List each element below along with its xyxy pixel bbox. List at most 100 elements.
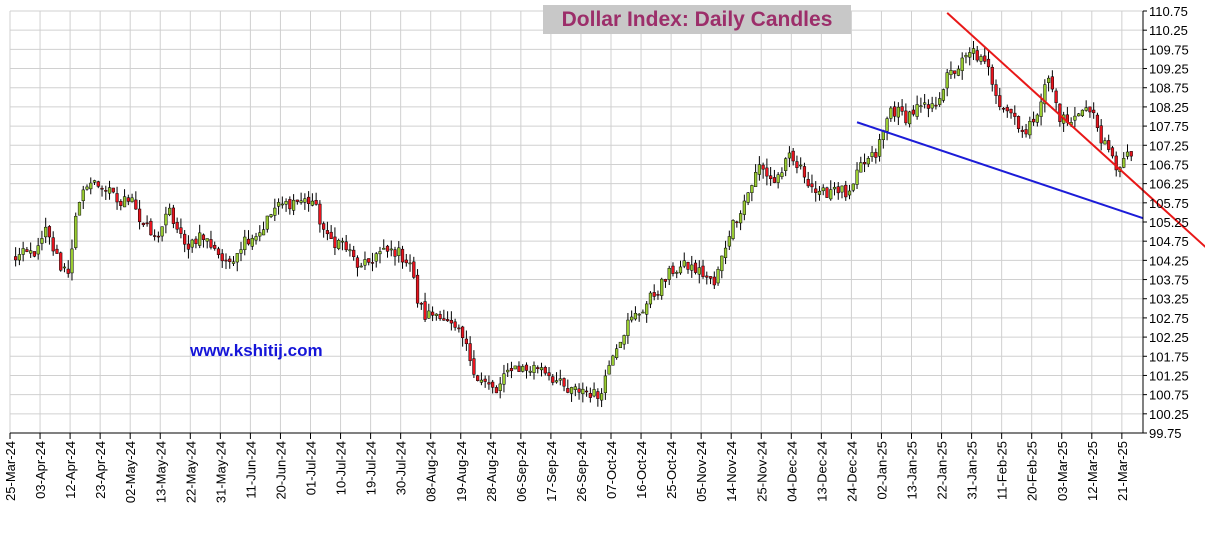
candle-down <box>370 262 375 264</box>
candle-up <box>479 379 484 383</box>
candle-down <box>765 167 769 177</box>
y-tick-label: 102.75 <box>1149 311 1189 326</box>
candle-up <box>92 180 97 183</box>
candle-down <box>220 253 224 262</box>
candle-up <box>573 386 577 390</box>
candle-down <box>844 184 848 198</box>
candle-up <box>678 266 683 274</box>
candle-up <box>554 380 559 383</box>
candle-up <box>754 172 758 187</box>
candle-down <box>892 106 897 117</box>
candle-up <box>74 215 78 248</box>
candle-down <box>562 378 566 387</box>
candle-down <box>551 376 555 383</box>
candle-down <box>141 222 145 226</box>
candle-up <box>506 369 510 373</box>
candle-down <box>32 251 37 257</box>
x-tick-label: 25-Mar-24 <box>3 441 18 501</box>
candle-up <box>968 52 972 58</box>
candle-down <box>472 358 476 375</box>
x-axis-tick-labels: 25-Mar-24 03-Apr-24 12-Apr-24 23-Apr-24 02-M… <box>3 441 1130 503</box>
candle-up <box>250 238 254 247</box>
candle-down <box>1054 90 1058 104</box>
grid-lines <box>9 10 1143 434</box>
candle-down <box>246 238 251 245</box>
candle-up <box>239 249 243 254</box>
candle-down <box>487 382 491 385</box>
candle-up <box>513 365 517 370</box>
candle-down <box>596 391 600 399</box>
candle-up <box>265 215 269 230</box>
candle-up <box>938 98 942 105</box>
candle-down <box>100 187 104 190</box>
candle-down <box>194 238 198 245</box>
candle-down <box>344 241 348 251</box>
candle-down <box>483 378 487 382</box>
y-tick-label: 107.75 <box>1149 119 1189 134</box>
candle-up <box>1047 77 1051 83</box>
candle-up <box>784 158 788 171</box>
candle-down <box>701 265 705 277</box>
candle-down <box>476 375 480 381</box>
candle-up <box>581 388 585 395</box>
candle-up <box>908 111 912 125</box>
y-tick-label: 103.25 <box>1149 292 1189 307</box>
y-tick-label: 110.25 <box>1149 23 1188 38</box>
candle-up <box>389 248 393 251</box>
candle-down <box>791 150 795 162</box>
candle-up <box>291 199 296 211</box>
candle-down <box>1092 109 1096 114</box>
candle-up <box>235 253 239 263</box>
candle-up <box>840 185 844 193</box>
candle-down <box>806 178 810 187</box>
x-tick-label: 04-Dec-24 <box>784 441 799 502</box>
candle-up <box>168 207 172 215</box>
candle-up <box>29 250 33 254</box>
y-axis-tick-labels: 99.75 100.25 100.75 101.25 101.75 102.25 102.7… <box>1149 4 1189 441</box>
candle-down <box>1114 155 1118 171</box>
candle-up <box>949 70 953 76</box>
candle-down <box>352 249 356 257</box>
candle-down <box>986 58 991 68</box>
candle-down <box>355 257 360 268</box>
candle-up <box>618 341 622 348</box>
candle-up <box>273 207 277 216</box>
candle-down <box>314 200 318 205</box>
candle-up <box>1028 121 1032 136</box>
candle-down <box>51 237 55 252</box>
x-tick-label: 12-Apr-24 <box>63 441 78 499</box>
candle-down <box>461 326 465 339</box>
candle-up <box>1043 84 1047 105</box>
candle-down <box>975 50 979 61</box>
candle-up <box>70 248 74 274</box>
candle-up <box>592 389 596 397</box>
x-tick-label: 14-Nov-24 <box>724 441 739 502</box>
candle-down <box>874 152 878 158</box>
candle-down <box>213 244 217 249</box>
candle-down <box>517 365 521 372</box>
candle-down <box>423 301 427 320</box>
y-tick-label: 108.25 <box>1149 100 1189 115</box>
candle-up <box>299 200 303 203</box>
candle-down <box>934 104 938 107</box>
x-tick-label: 24-Dec-24 <box>844 441 859 502</box>
candle-up <box>521 366 525 372</box>
x-tick-label: 13-May-24 <box>153 441 168 503</box>
candle-up <box>558 378 562 381</box>
x-tick-label: 08-Aug-24 <box>424 441 439 502</box>
candle-down <box>983 55 987 62</box>
candle-down <box>1020 129 1024 132</box>
candle-up <box>205 238 209 242</box>
y-tick-label: 104.25 <box>1149 253 1189 268</box>
candle-up <box>889 107 893 119</box>
candle-up <box>62 266 67 269</box>
x-tick-label: 05-Nov-24 <box>694 441 709 502</box>
candle-up <box>107 187 112 194</box>
candle-down <box>307 196 311 204</box>
candle-up <box>603 375 607 394</box>
candle-up <box>682 260 686 267</box>
chart-title-box: Dollar Index: Daily Candles <box>543 5 851 34</box>
y-tick-label: 106.75 <box>1149 157 1189 172</box>
y-tick-label: 109.75 <box>1149 42 1189 57</box>
